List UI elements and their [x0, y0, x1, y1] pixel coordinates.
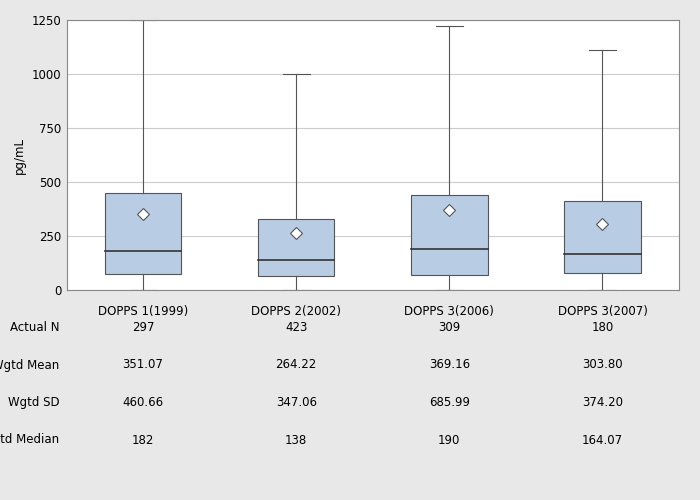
Text: 347.06: 347.06: [276, 396, 316, 409]
Text: Wgtd SD: Wgtd SD: [8, 396, 60, 409]
Text: Wgtd Mean: Wgtd Mean: [0, 358, 60, 372]
FancyBboxPatch shape: [411, 195, 488, 275]
Text: 351.07: 351.07: [122, 358, 164, 372]
Text: 374.20: 374.20: [582, 396, 623, 409]
Text: Actual N: Actual N: [10, 321, 60, 334]
FancyBboxPatch shape: [105, 193, 181, 274]
Text: 303.80: 303.80: [582, 358, 623, 372]
Text: Wgtd Median: Wgtd Median: [0, 434, 60, 446]
Text: 460.66: 460.66: [122, 396, 164, 409]
Text: 190: 190: [438, 434, 461, 446]
Text: 180: 180: [592, 321, 614, 334]
Text: 264.22: 264.22: [276, 358, 317, 372]
FancyBboxPatch shape: [564, 202, 640, 272]
Y-axis label: pg/mL: pg/mL: [13, 136, 27, 173]
Text: 297: 297: [132, 321, 154, 334]
Text: DOPPS 3(2006): DOPPS 3(2006): [405, 305, 494, 318]
Text: 685.99: 685.99: [429, 396, 470, 409]
Text: 138: 138: [285, 434, 307, 446]
Text: 164.07: 164.07: [582, 434, 623, 446]
Text: 309: 309: [438, 321, 461, 334]
Text: DOPPS 1(1999): DOPPS 1(1999): [98, 305, 188, 318]
Text: DOPPS 3(2007): DOPPS 3(2007): [557, 305, 648, 318]
Text: 423: 423: [285, 321, 307, 334]
FancyBboxPatch shape: [258, 218, 335, 276]
Text: DOPPS 2(2002): DOPPS 2(2002): [251, 305, 341, 318]
Text: 369.16: 369.16: [428, 358, 470, 372]
Text: 182: 182: [132, 434, 154, 446]
